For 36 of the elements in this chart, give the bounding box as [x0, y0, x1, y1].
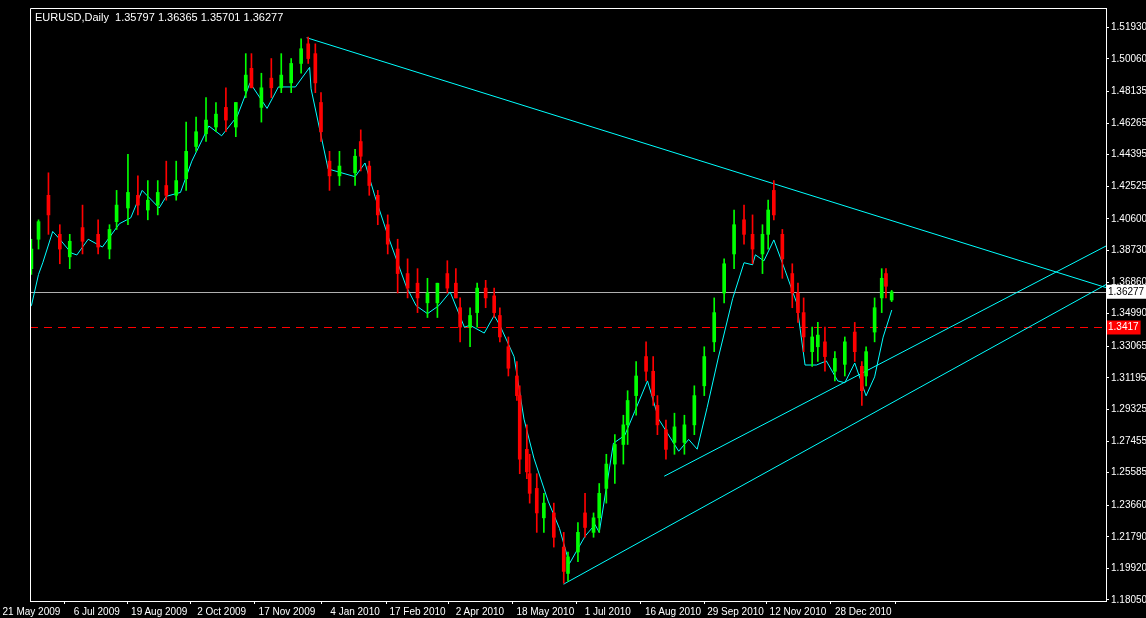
ref-line-label: 1.3417 [1108, 321, 1140, 333]
x-tick-label: 2 Oct 2009 [197, 605, 247, 617]
x-tick-label: 17 Feb 2010 [389, 605, 447, 617]
ref-line-label: 1.36277 [1108, 285, 1145, 297]
y-tick-label: 1.18050 [1111, 593, 1146, 605]
x-tick-label: 1 Jul 2010 [584, 605, 632, 617]
y-tick-label: 1.38730 [1111, 244, 1146, 256]
y-tick-label: 1.44395 [1111, 148, 1146, 160]
x-tick-label: 28 Dec 2010 [834, 605, 893, 617]
y-tick-label: 1.50060 [1111, 52, 1146, 64]
y-tick-label: 1.42525 [1111, 180, 1146, 191]
y-tick-label: 1.21790 [1111, 530, 1146, 542]
x-tick-label: 29 Sep 2010 [707, 605, 765, 617]
y-tick-label: 1.19920 [1111, 562, 1146, 574]
y-tick-label: 1.46265 [1111, 116, 1146, 128]
x-tick-label: 12 Nov 2010 [769, 605, 827, 617]
x-tick-label: 4 Jan 2010 [330, 605, 381, 617]
x-tick-label: 19 Aug 2009 [131, 605, 188, 617]
y-tick-label: 1.33065 [1111, 339, 1146, 351]
y-tick-label: 1.25585 [1111, 466, 1146, 478]
y-tick-label: 1.51930 [1111, 21, 1146, 33]
y-tick-label: 1.29325 [1111, 403, 1146, 415]
x-tick-label: 21 May 2009 [2, 605, 61, 617]
y-tick-label: 1.40600 [1111, 212, 1146, 224]
y-tick-label: 1.27455 [1111, 434, 1146, 446]
y-tick-label: 1.31195 [1111, 371, 1146, 383]
x-tick-label: 2 Apr 2010 [455, 605, 505, 617]
x-tick-label: 16 Aug 2010 [644, 605, 702, 617]
chart-title: EURUSD,Daily 1.35797 1.36365 1.35701 1.36277 [35, 10, 284, 23]
y-tick-label: 1.23660 [1111, 498, 1146, 510]
y-tick-label: 1.36860 [1111, 275, 1146, 287]
y-tick-label: 1.48135 [1111, 85, 1146, 97]
x-tick-label: 17 Nov 2009 [258, 605, 316, 617]
y-tick-label: 1.34990 [1111, 307, 1146, 319]
x-tick-label: 18 May 2010 [516, 605, 575, 617]
x-tick-label: 6 Jul 2009 [73, 605, 121, 617]
